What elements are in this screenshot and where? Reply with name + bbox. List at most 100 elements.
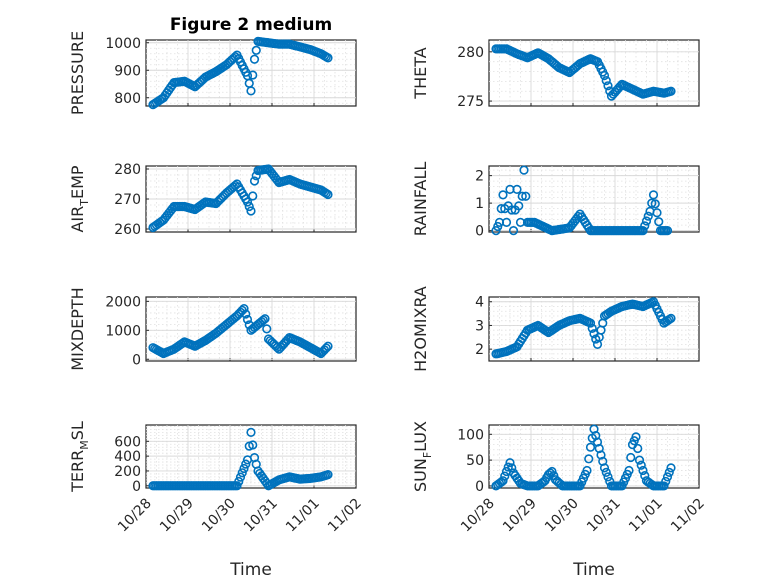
data-point <box>507 463 517 473</box>
data-point <box>661 476 671 487</box>
y-tick-label: 100 <box>457 427 484 443</box>
data-point <box>582 465 592 476</box>
data-point <box>654 217 664 227</box>
y-axis-label: TERRMSL <box>68 421 91 493</box>
data-series <box>491 165 673 236</box>
y-axis-label: THETA <box>411 47 430 99</box>
data-point <box>248 70 258 80</box>
y-tick-label: 900 <box>114 63 141 79</box>
data-point <box>242 197 253 207</box>
data-point <box>323 53 333 63</box>
data-point <box>634 455 645 465</box>
data-point <box>323 189 333 200</box>
data-point <box>503 462 513 472</box>
data-point <box>648 190 659 200</box>
y-tick-label: 275 <box>457 94 484 110</box>
data-series <box>491 44 676 101</box>
data-point <box>248 191 258 201</box>
data-point <box>603 472 613 482</box>
data-point <box>491 226 501 236</box>
y-tick-label: 2000 <box>105 294 141 310</box>
x-tick-label: 10/28 <box>115 496 155 536</box>
y-tick-label: 50 <box>466 453 484 469</box>
data-point <box>248 440 258 450</box>
data-point <box>235 472 246 482</box>
figure-title: Figure 2 medium <box>170 15 332 35</box>
y-axis-label: MIXDEPTH <box>68 287 87 370</box>
y-tick-label: 2 <box>475 169 484 185</box>
data-point <box>241 309 251 319</box>
data-point <box>547 466 557 477</box>
data-point <box>258 315 268 325</box>
data-series <box>148 36 333 110</box>
data-point <box>631 432 641 442</box>
data-point <box>242 314 253 325</box>
data-point <box>507 205 517 215</box>
y-tick-label: 260 <box>114 222 141 238</box>
y-tick-label: 1000 <box>105 36 141 52</box>
y-tick-label: 1 <box>475 196 484 212</box>
data-point <box>585 318 596 328</box>
y-tick-label: 800 <box>114 91 141 107</box>
data-point <box>603 81 613 91</box>
y-tick-label: 0 <box>475 224 484 240</box>
subplot-sun-flux: 0 50 100 SUNFLUX 10/28 10/29 10/30 10/31 11/01 11… <box>411 421 708 535</box>
data-point <box>601 467 611 477</box>
y-axis-label: PRESSURE <box>68 31 87 115</box>
data-point <box>633 443 643 454</box>
y-tick-label: 280 <box>114 162 141 178</box>
subplot-rainfall: 0 1 2 RAINFALL <box>411 162 700 240</box>
data-series <box>491 424 676 491</box>
x-tick-label: 10/31 <box>584 496 624 536</box>
data-point <box>666 86 676 96</box>
data-point <box>244 201 254 212</box>
data-point <box>493 221 503 232</box>
data-point <box>662 226 673 236</box>
y-tick-label: 400 <box>114 449 141 465</box>
x-tick-label: 10/28 <box>458 496 498 536</box>
x-tick-label: 10/29 <box>157 496 197 536</box>
y-axis-label: RAINFALL <box>411 162 430 237</box>
data-point <box>262 324 272 334</box>
data-point <box>585 442 596 452</box>
data-point <box>624 465 634 476</box>
data-point <box>246 86 256 96</box>
data-point <box>664 314 674 325</box>
data-point <box>587 323 597 334</box>
data-point <box>505 458 515 468</box>
data-point <box>512 184 522 194</box>
data-point <box>519 165 529 175</box>
data-point <box>239 463 249 474</box>
data-point <box>636 460 646 470</box>
y-tick-label: 280 <box>457 45 484 61</box>
data-point <box>272 342 282 353</box>
y-tick-label: 1000 <box>105 323 141 339</box>
data-point <box>323 470 333 480</box>
x-tick-label: 11/02 <box>325 496 365 536</box>
data-series <box>148 164 333 233</box>
y-axis-label: AIRTEMP <box>68 165 91 232</box>
data-point <box>501 217 512 227</box>
y-tick-label: 270 <box>114 192 141 208</box>
data-point <box>647 198 657 208</box>
y-tick-label: 600 <box>114 434 141 450</box>
data-point <box>514 201 524 211</box>
subplot-mixdepth: 0 1000 2000 MIXDEPTH <box>68 287 357 371</box>
y-tick-label: 200 <box>114 464 141 480</box>
x-tick-label: 10/29 <box>500 496 540 536</box>
data-point <box>260 314 270 324</box>
data-point <box>641 216 652 226</box>
data-point <box>652 208 662 218</box>
data-point <box>640 221 650 231</box>
data-point <box>666 313 676 323</box>
data-point <box>626 452 636 463</box>
data-point <box>321 343 331 353</box>
x-tick-label: 11/01 <box>626 496 666 536</box>
x-tick-label: 10/31 <box>241 496 281 536</box>
data-point <box>508 226 519 236</box>
y-tick-label: 0 <box>475 479 484 495</box>
x-tick-label: 10/30 <box>542 496 582 536</box>
